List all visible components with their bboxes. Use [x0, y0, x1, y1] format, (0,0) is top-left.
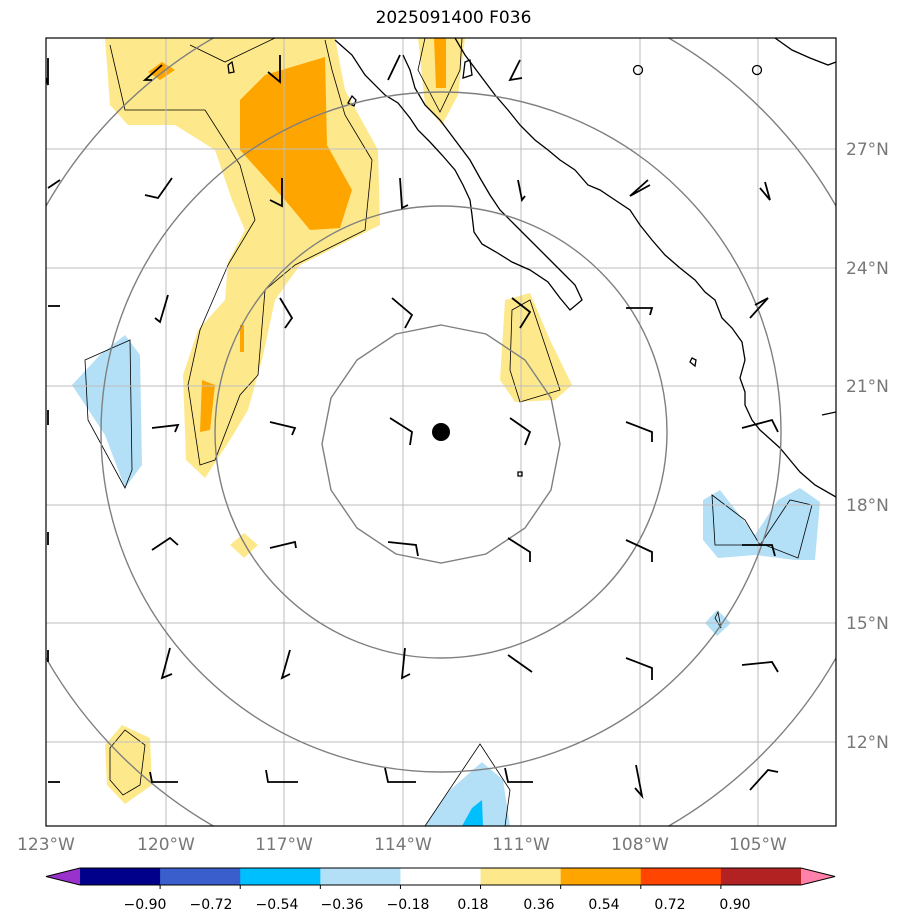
colorbar-segment [400, 868, 482, 885]
lon-label: 105°W [729, 835, 787, 855]
range-rings [46, 38, 836, 826]
colorbar-outline [45, 867, 836, 886]
latitude-labels: 27°N 24°N 21°N 18°N 15°N 12°N [846, 140, 889, 753]
lat-label: 12°N [846, 733, 889, 753]
colorbar-tick-label: −0.36 [321, 897, 364, 913]
plot-frame [45, 37, 837, 827]
lat-label: 27°N [846, 140, 889, 160]
colorbar-tick-label: −0.18 [387, 897, 430, 913]
wind-barbs [46, 54, 779, 800]
lon-label: 108°W [611, 835, 669, 855]
colorbar-segment [480, 868, 562, 885]
colorbar-tick-label: 0.36 [523, 897, 554, 913]
graticule [46, 38, 836, 826]
lat-label: 18°N [846, 496, 889, 516]
map-plot-area [46, 38, 836, 826]
colorbar-segment [720, 868, 802, 885]
map-title: 2025091400 F036 [375, 8, 532, 28]
colorbar [45, 867, 836, 889]
storm-center-marker [432, 423, 450, 441]
colorbar-segment [560, 868, 642, 885]
longitude-labels: 123°W 120°W 117°W 114°W 111°W 108°W 105°… [17, 835, 787, 855]
lon-label: 120°W [137, 835, 195, 855]
lon-label: 117°W [255, 835, 313, 855]
colorbar-extend-high [801, 868, 835, 885]
lat-label: 15°N [846, 614, 889, 634]
colorbar-tick-label: 0.72 [654, 897, 685, 913]
colorbar-segment [160, 868, 241, 885]
colorbar-tick-label: −0.54 [256, 897, 299, 913]
colorbar-tick-label: 0.90 [719, 897, 750, 913]
colorbar-segment [320, 868, 401, 885]
colorbar-tick-label: 0.18 [457, 897, 488, 913]
colorbar-segment [640, 868, 722, 885]
lat-label: 24°N [846, 259, 889, 279]
lon-label: 111°W [492, 835, 550, 855]
colorbar-segment [240, 868, 321, 885]
lon-label: 114°W [374, 835, 432, 855]
lon-label: 123°W [17, 835, 75, 855]
positive-contour-fills [105, 38, 572, 804]
colorbar-tick-label: 0.54 [588, 897, 619, 913]
lat-label: 21°N [846, 377, 889, 397]
colorbar-extend-low [46, 868, 80, 885]
negative-contour-fills [72, 335, 820, 826]
colorbar-tick-label: −0.72 [190, 897, 233, 913]
coastline [227, 38, 836, 498]
colorbar-tick-label: −0.90 [124, 897, 167, 913]
colorbar-ticks: −0.90 −0.72 −0.54 −0.36 −0.18 0.18 0.36 … [124, 897, 751, 913]
colorbar-segment [80, 868, 161, 885]
